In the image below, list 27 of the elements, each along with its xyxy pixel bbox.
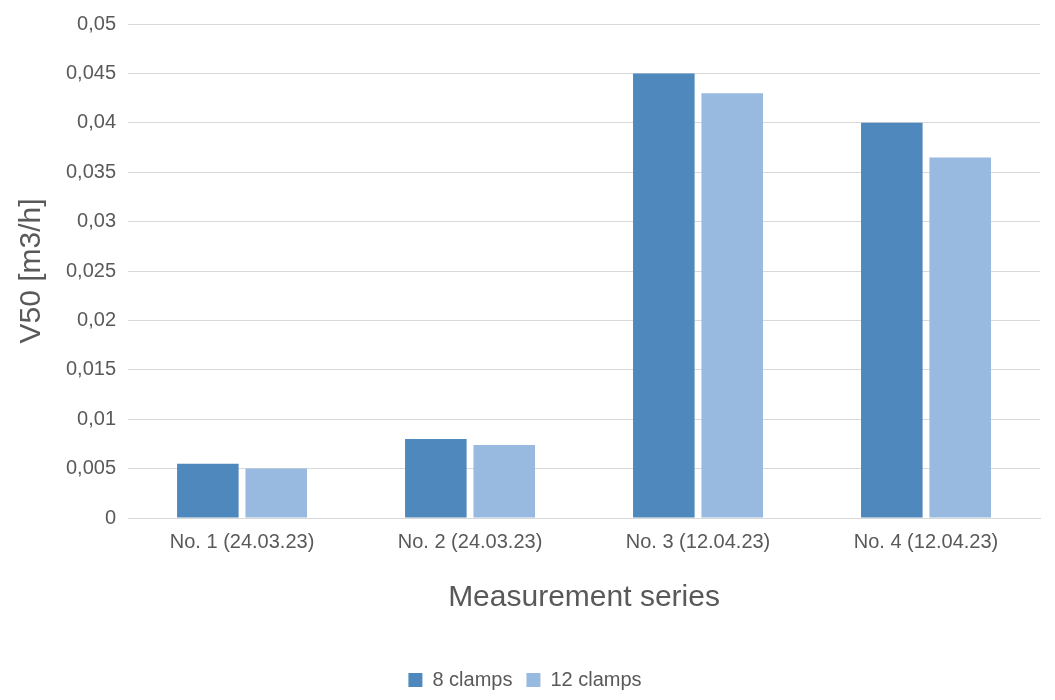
- y-tick-label: 0,03: [77, 209, 117, 232]
- bar: [861, 122, 923, 518]
- y-tick-label: 0,035: [65, 159, 117, 182]
- y-axis-title: V50 [m3/h]: [13, 198, 47, 344]
- x-tick-label: No. 2 (24.03.23): [397, 529, 543, 552]
- bar: [245, 468, 308, 518]
- bar: [177, 463, 239, 518]
- y-tick-label: 0,005: [65, 456, 117, 479]
- bar: [633, 73, 695, 518]
- x-axis-title: Measurement series: [448, 579, 720, 613]
- y-tick-label: 0,02: [77, 307, 117, 330]
- y-tick-label: 0,04: [77, 110, 117, 133]
- y-tick-label: 0: [104, 505, 117, 528]
- legend-label: 8 clamps: [432, 667, 513, 690]
- legend-label: 12 clamps: [550, 667, 642, 690]
- y-tick-label: 0,05: [77, 11, 117, 34]
- x-tick-label: No. 3 (12.04.23): [625, 529, 771, 552]
- bar: [701, 93, 763, 518]
- y-tick-label: 0,025: [65, 258, 117, 281]
- bar: [473, 444, 536, 518]
- y-tick-label: 0,015: [65, 357, 117, 380]
- bar: [405, 438, 467, 518]
- bar: [929, 157, 991, 518]
- y-tick-label: 0,01: [77, 406, 117, 429]
- x-tick-label: No. 1 (24.03.23): [169, 529, 315, 552]
- y-tick-label: 0,045: [65, 60, 117, 83]
- x-tick-label: No. 4 (12.04.23): [853, 529, 999, 552]
